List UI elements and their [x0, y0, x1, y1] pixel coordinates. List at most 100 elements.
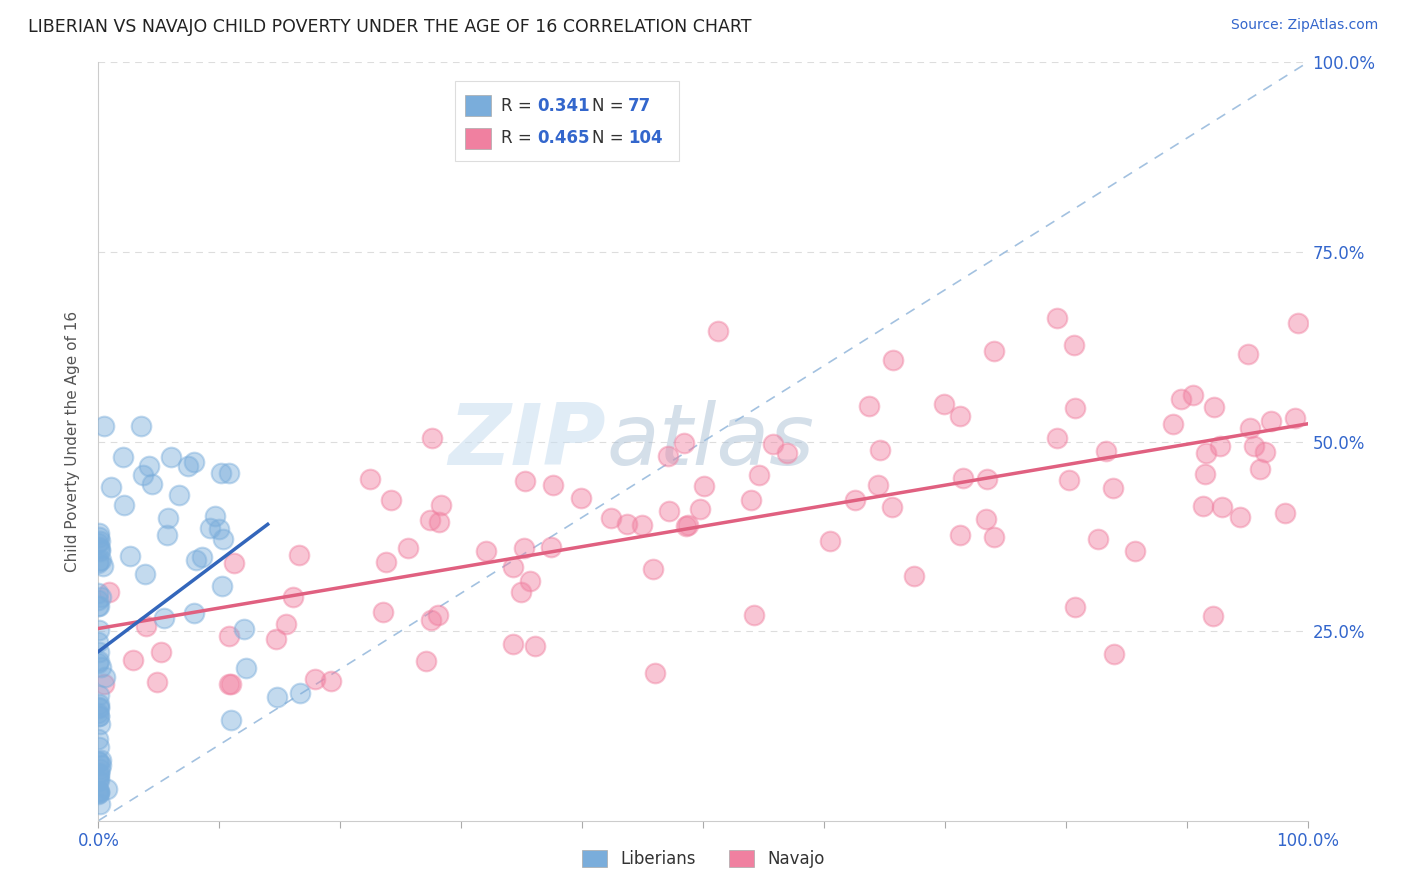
Point — [415, 654, 437, 668]
Point — [89, 767, 111, 781]
Text: N =: N = — [592, 129, 628, 147]
Point — [233, 622, 256, 636]
Point — [87, 688, 110, 702]
Point — [212, 532, 235, 546]
Point — [98, 585, 121, 599]
Point — [89, 534, 111, 549]
FancyBboxPatch shape — [465, 95, 492, 116]
Point — [87, 786, 110, 800]
Point — [1087, 532, 1109, 546]
Point — [87, 599, 110, 613]
Point — [1194, 467, 1216, 481]
Point — [427, 515, 450, 529]
Point — [266, 690, 288, 705]
Point — [87, 635, 110, 649]
Point — [156, 511, 179, 525]
Point — [1286, 316, 1309, 330]
Point — [218, 629, 240, 643]
Point — [818, 533, 841, 548]
Point — [87, 554, 110, 568]
Point — [858, 399, 880, 413]
Point — [111, 450, 134, 464]
Point — [523, 639, 546, 653]
Point — [631, 518, 654, 533]
Point — [155, 528, 177, 542]
Text: ZIP: ZIP — [449, 400, 606, 483]
Point — [208, 522, 231, 536]
Text: 0.341: 0.341 — [537, 96, 591, 115]
Text: R =: R = — [501, 96, 537, 115]
Point — [658, 504, 681, 518]
Point — [218, 677, 240, 691]
Point — [1254, 444, 1277, 458]
Point — [1249, 462, 1271, 476]
Point — [138, 458, 160, 473]
Point — [673, 436, 696, 450]
Point — [89, 544, 111, 558]
Point — [475, 544, 498, 558]
Point — [419, 513, 441, 527]
Point — [932, 397, 955, 411]
Point — [396, 541, 419, 555]
Point — [131, 468, 153, 483]
Point — [1236, 346, 1258, 360]
Point — [949, 409, 972, 424]
Point — [96, 782, 118, 797]
Point — [1046, 431, 1069, 445]
Point — [1046, 311, 1069, 326]
Point — [869, 443, 891, 458]
Point — [983, 530, 1005, 544]
Text: 104: 104 — [628, 129, 662, 147]
Point — [87, 706, 110, 721]
Point — [90, 659, 112, 673]
Point — [200, 521, 222, 535]
Point — [1192, 499, 1215, 513]
Point — [87, 785, 110, 799]
Point — [87, 766, 110, 780]
Point — [87, 556, 110, 570]
Point — [1284, 411, 1306, 425]
Point — [509, 585, 531, 599]
Point — [641, 561, 664, 575]
Point — [235, 661, 257, 675]
Point — [1201, 608, 1223, 623]
Point — [543, 478, 565, 492]
Point — [762, 437, 785, 451]
Point — [153, 610, 176, 624]
Point — [87, 525, 110, 540]
Point — [87, 623, 110, 637]
Point — [141, 477, 163, 491]
Point — [1229, 510, 1251, 524]
Point — [112, 498, 135, 512]
Point — [644, 665, 666, 680]
Point — [844, 492, 866, 507]
Point — [373, 605, 395, 619]
Point — [87, 656, 110, 670]
Point — [675, 518, 697, 533]
Point — [1057, 473, 1080, 487]
Point — [121, 653, 143, 667]
Point — [91, 559, 114, 574]
Point — [100, 480, 122, 494]
Point — [89, 542, 111, 557]
Point — [94, 670, 117, 684]
Point — [776, 446, 799, 460]
Point — [87, 755, 110, 769]
Point — [211, 579, 233, 593]
Legend: Liberians, Navajo: Liberians, Navajo — [575, 843, 831, 875]
Point — [276, 617, 298, 632]
Point — [89, 770, 111, 784]
Point — [540, 540, 562, 554]
Point — [1064, 600, 1087, 615]
Point — [87, 731, 110, 746]
Point — [1125, 543, 1147, 558]
Point — [288, 686, 311, 700]
Y-axis label: Child Poverty Under the Age of 16: Child Poverty Under the Age of 16 — [65, 311, 80, 572]
Point — [209, 466, 232, 480]
Point — [150, 645, 173, 659]
Point — [146, 675, 169, 690]
Point — [129, 419, 152, 434]
Point — [90, 553, 112, 567]
Point — [87, 773, 110, 788]
FancyBboxPatch shape — [465, 128, 492, 149]
